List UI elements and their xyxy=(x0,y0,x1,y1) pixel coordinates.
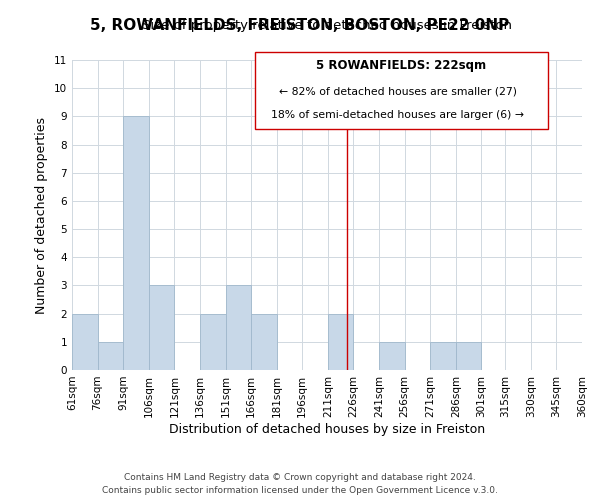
Bar xyxy=(72,314,98,370)
Bar xyxy=(430,342,456,370)
Bar xyxy=(456,342,481,370)
Bar xyxy=(226,286,251,370)
Title: Size of property relative to detached houses in Freiston: Size of property relative to detached ho… xyxy=(142,20,512,32)
Bar xyxy=(328,314,353,370)
Bar xyxy=(379,342,404,370)
Bar xyxy=(251,314,277,370)
X-axis label: Distribution of detached houses by size in Freiston: Distribution of detached houses by size … xyxy=(169,422,485,436)
Text: ← 82% of detached houses are smaller (27): ← 82% of detached houses are smaller (27… xyxy=(279,87,517,97)
Text: 18% of semi-detached houses are larger (6) →: 18% of semi-detached houses are larger (… xyxy=(271,110,524,120)
FancyBboxPatch shape xyxy=(254,52,548,129)
Bar xyxy=(123,116,149,370)
Bar xyxy=(149,286,175,370)
Bar xyxy=(200,314,226,370)
Text: 5 ROWANFIELDS: 222sqm: 5 ROWANFIELDS: 222sqm xyxy=(316,59,486,72)
Y-axis label: Number of detached properties: Number of detached properties xyxy=(35,116,49,314)
Text: 5, ROWANFIELDS, FREISTON, BOSTON, PE22 0NP: 5, ROWANFIELDS, FREISTON, BOSTON, PE22 0… xyxy=(91,18,509,32)
Bar xyxy=(98,342,123,370)
Text: Contains HM Land Registry data © Crown copyright and database right 2024.
Contai: Contains HM Land Registry data © Crown c… xyxy=(102,474,498,495)
